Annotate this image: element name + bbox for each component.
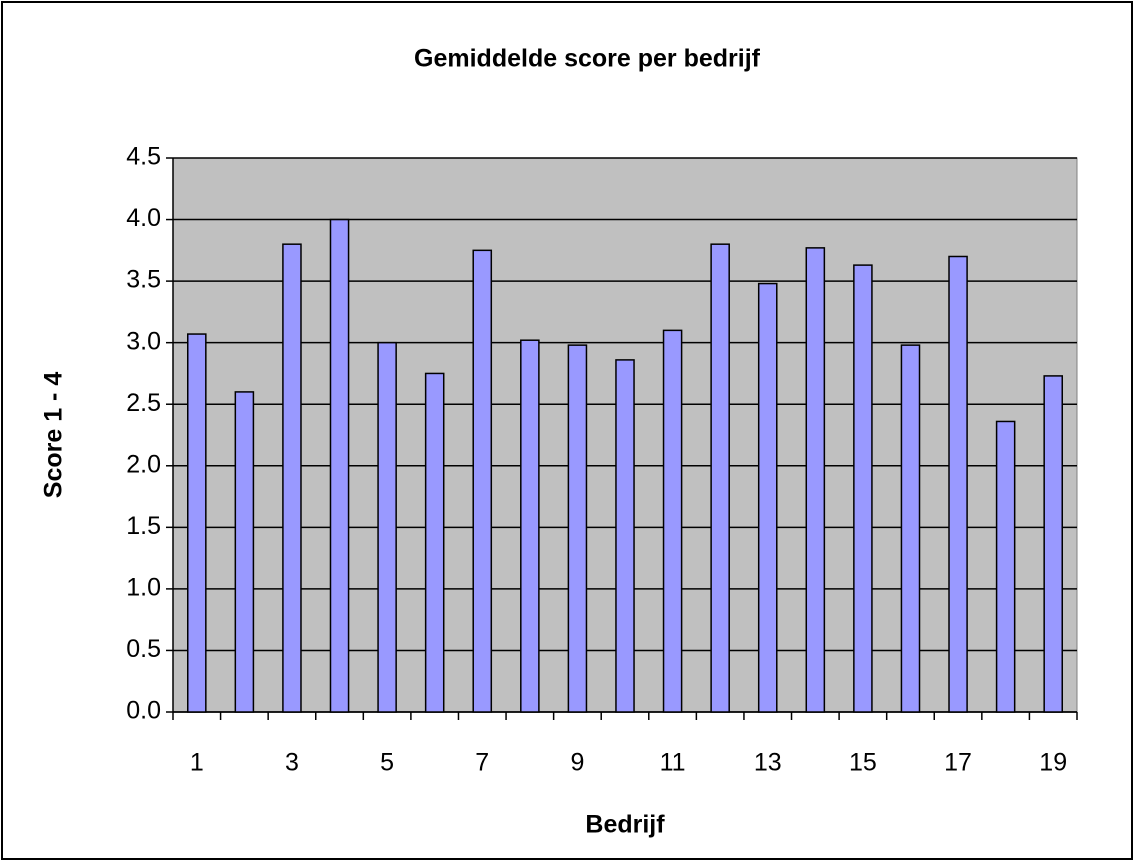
x-tick-label: 15 (849, 749, 877, 777)
bar (329, 218, 350, 713)
y-tick-label: 2.0 (126, 450, 161, 478)
bar (757, 282, 778, 713)
bar (853, 264, 873, 713)
bar (234, 391, 255, 713)
bar (995, 420, 1016, 713)
bar (615, 359, 635, 713)
bar (567, 344, 588, 713)
bar (424, 372, 445, 713)
bar (377, 341, 397, 713)
bar (520, 339, 540, 713)
x-tick-label: 3 (285, 749, 299, 777)
x-tick-label: 1 (190, 749, 204, 777)
bar (900, 344, 921, 713)
bar (948, 255, 968, 713)
bar (805, 247, 826, 713)
y-tick-label: 1.0 (126, 573, 161, 601)
bar (186, 333, 207, 713)
y-tick-label: 3.0 (126, 327, 161, 355)
bar (662, 329, 683, 713)
y-tick-label: 0.0 (126, 697, 161, 725)
x-tick-label: 9 (570, 749, 584, 777)
x-tick-label: 11 (660, 749, 686, 777)
y-tick-label: 0.5 (126, 635, 161, 663)
bar (710, 243, 730, 713)
x-tick-label: 13 (754, 749, 782, 777)
x-tick-label: 19 (1039, 749, 1067, 777)
y-tick-label: 3.5 (126, 266, 161, 294)
y-axis-title: Score 1 - 4 (40, 372, 68, 499)
x-tick-label: 5 (380, 749, 394, 777)
y-tick-label: 4.0 (126, 204, 161, 232)
y-tick-label: 4.5 (126, 143, 161, 171)
y-tick-label: 1.5 (126, 512, 161, 540)
bar (472, 249, 493, 713)
chart-title: Gemiddelde score per bedrijf (414, 45, 761, 73)
x-axis-title: Bedrijf (585, 811, 665, 839)
x-tick-label: 17 (944, 749, 972, 777)
y-tick-label: 2.5 (126, 389, 161, 417)
bar (1043, 375, 1064, 713)
x-tick-label: 7 (475, 749, 489, 777)
bar (282, 243, 302, 713)
